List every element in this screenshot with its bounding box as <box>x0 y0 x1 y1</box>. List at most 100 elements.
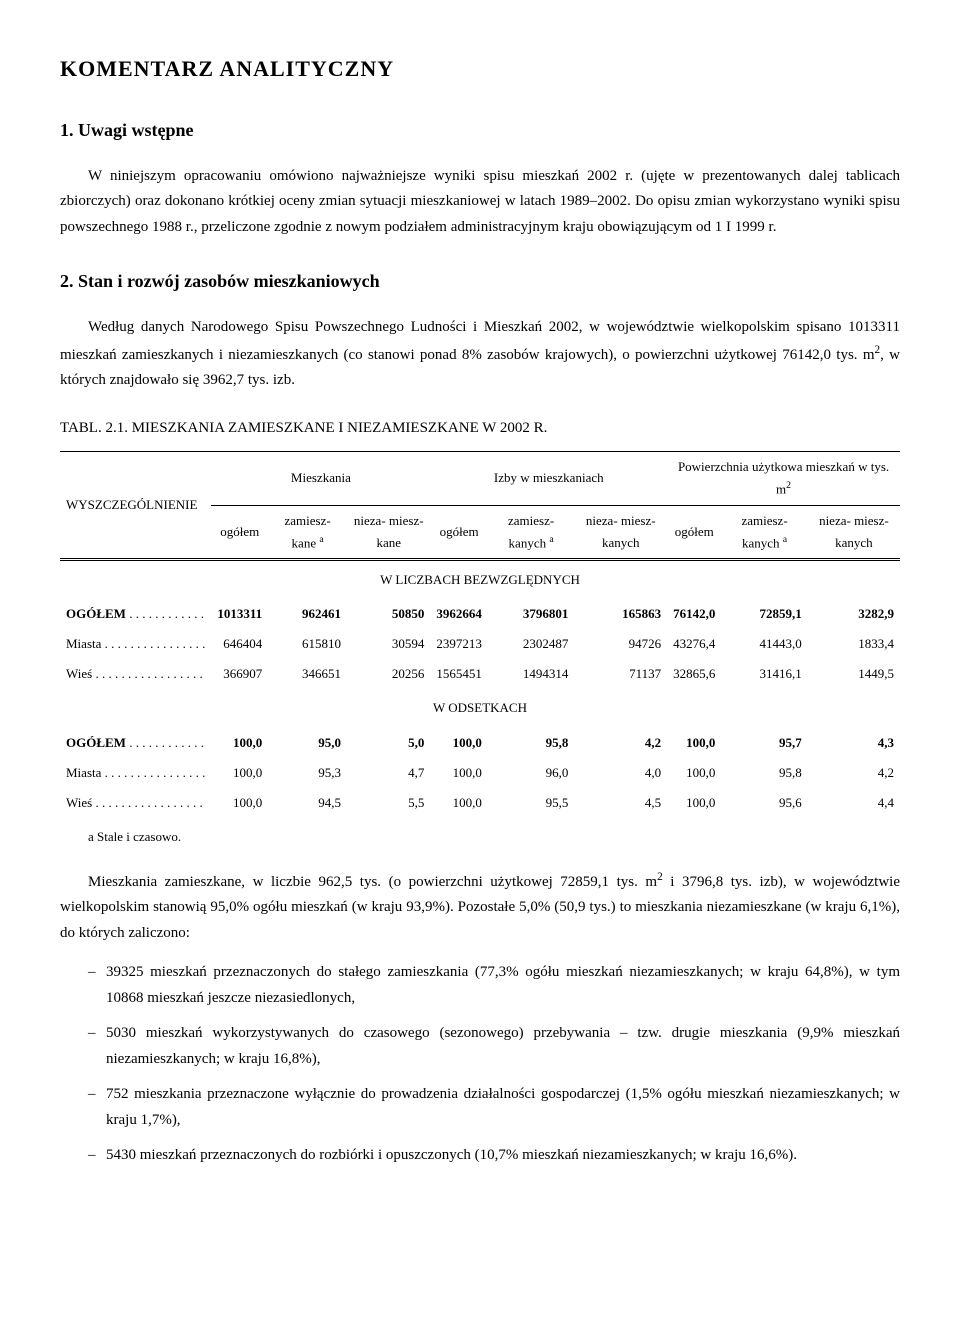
cell: 76142,0 <box>667 599 721 629</box>
table-row: OGÓŁEM . . . . . . . . . . . .100,095,05… <box>60 728 900 758</box>
cell: 95,8 <box>721 758 807 788</box>
table-2-1-label: TABL. 2.1. MIESZKANIA ZAMIESZKANE I NIEZ… <box>60 416 900 442</box>
cell: 3962664 <box>430 599 488 629</box>
cell: 100,0 <box>667 758 721 788</box>
cell: 4,0 <box>574 758 667 788</box>
cell: 3796801 <box>488 599 574 629</box>
cell: 71137 <box>574 659 667 689</box>
row-label: Wieś . . . . . . . . . . . . . . . . . <box>60 659 211 689</box>
col-sub: nieza- miesz- kanych <box>808 505 900 560</box>
section-1-heading: 1. Uwagi wstępne <box>60 115 900 146</box>
cell: 95,6 <box>721 788 807 818</box>
cell: 1494314 <box>488 659 574 689</box>
section-2-paragraph: Według danych Narodowego Spisu Powszechn… <box>60 315 900 394</box>
cell: 94,5 <box>268 788 347 818</box>
cell: 646404 <box>211 629 268 659</box>
cell: 366907 <box>211 659 268 689</box>
col-sub: ogółem <box>211 505 268 560</box>
superscript-2: 2 <box>786 480 791 491</box>
cell: 50850 <box>347 599 430 629</box>
cell: 100,0 <box>430 728 488 758</box>
paragraph-after-table: Mieszkania zamieszkane, w liczbie 962,5 … <box>60 868 900 947</box>
cell: 30594 <box>347 629 430 659</box>
list-item: 5030 mieszkań wykorzystywanych do czasow… <box>88 1021 900 1072</box>
col-group-izby: Izby w mieszkaniach <box>430 452 667 506</box>
table-row: Wieś . . . . . . . . . . . . . . . . .36… <box>60 659 900 689</box>
list-item: 39325 mieszkań przeznaczonych do stałego… <box>88 960 900 1011</box>
cell: 20256 <box>347 659 430 689</box>
dash-list: 39325 mieszkań przeznaczonych do stałego… <box>60 960 900 1169</box>
col-group-mieszkania: Mieszkania <box>211 452 430 506</box>
col-sub: ogółem <box>667 505 721 560</box>
text-span: Powierzchnia użytkowa mieszkań w tys. m <box>678 459 889 496</box>
col-sub: nieza- miesz- kanych <box>574 505 667 560</box>
superscript-a: a <box>783 534 787 545</box>
row-label: OGÓŁEM . . . . . . . . . . . . <box>60 599 211 629</box>
cell: 165863 <box>574 599 667 629</box>
cell: 4,2 <box>574 728 667 758</box>
cell: 43276,4 <box>667 629 721 659</box>
col-sub: ogółem <box>430 505 488 560</box>
text-span: zamiesz- kanych <box>508 513 554 550</box>
row-label: Miasta . . . . . . . . . . . . . . . . <box>60 758 211 788</box>
table-mid-heading: W LICZBACH BEZWZGLĘDNYCH <box>60 560 900 600</box>
section-1-paragraph: W niniejszym opracowaniu omówiono najważ… <box>60 164 900 241</box>
table-row: Miasta . . . . . . . . . . . . . . . .10… <box>60 758 900 788</box>
cell: 95,7 <box>721 728 807 758</box>
cell: 4,5 <box>574 788 667 818</box>
section-2-heading: 2. Stan i rozwój zasobów mieszkaniowych <box>60 266 900 297</box>
table-mid-heading: W ODSETKACH <box>60 689 900 727</box>
cell: 1565451 <box>430 659 488 689</box>
cell: 100,0 <box>211 758 268 788</box>
cell: 72859,1 <box>721 599 807 629</box>
cell: 100,0 <box>211 788 268 818</box>
cell: 4,7 <box>347 758 430 788</box>
table-footnote: a Stale i czasowo. <box>88 826 900 848</box>
cell: 1449,5 <box>808 659 900 689</box>
cell: 96,0 <box>488 758 574 788</box>
table-row: Wieś . . . . . . . . . . . . . . . . .10… <box>60 788 900 818</box>
cell: 615810 <box>268 629 347 659</box>
col-group-powierzchnia: Powierzchnia użytkowa mieszkań w tys. m2 <box>667 452 900 506</box>
col-sub: zamiesz- kanych a <box>488 505 574 560</box>
table-2-1: WYSZCZEGÓLNIENIE Mieszkania Izby w miesz… <box>60 451 900 818</box>
col-sub: nieza- miesz- kane <box>347 505 430 560</box>
row-label: Miasta . . . . . . . . . . . . . . . . <box>60 629 211 659</box>
cell: 100,0 <box>667 728 721 758</box>
superscript-a: a <box>549 534 553 545</box>
cell: 1833,4 <box>808 629 900 659</box>
table-row: OGÓŁEM . . . . . . . . . . . .1013311962… <box>60 599 900 629</box>
col-stub: WYSZCZEGÓLNIENIE <box>60 452 211 560</box>
cell: 100,0 <box>430 758 488 788</box>
cell: 31416,1 <box>721 659 807 689</box>
cell: 41443,0 <box>721 629 807 659</box>
cell: 5,5 <box>347 788 430 818</box>
text-span: Według danych Narodowego Spisu Powszechn… <box>60 319 900 363</box>
cell: 94726 <box>574 629 667 659</box>
row-label: Wieś . . . . . . . . . . . . . . . . . <box>60 788 211 818</box>
text-span: zamiesz- kanych <box>741 513 787 550</box>
list-item: 752 mieszkania przeznaczone wyłącznie do… <box>88 1082 900 1133</box>
cell: 95,5 <box>488 788 574 818</box>
cell: 4,2 <box>808 758 900 788</box>
row-label: OGÓŁEM . . . . . . . . . . . . <box>60 728 211 758</box>
cell: 3282,9 <box>808 599 900 629</box>
cell: 2302487 <box>488 629 574 659</box>
cell: 1013311 <box>211 599 268 629</box>
cell: 95,8 <box>488 728 574 758</box>
cell: 4,4 <box>808 788 900 818</box>
cell: 100,0 <box>667 788 721 818</box>
cell: 100,0 <box>430 788 488 818</box>
cell: 95,0 <box>268 728 347 758</box>
cell: 95,3 <box>268 758 347 788</box>
cell: 2397213 <box>430 629 488 659</box>
list-item: 5430 mieszkań przeznaczonych do rozbiórk… <box>88 1143 900 1169</box>
table-row: Miasta . . . . . . . . . . . . . . . .64… <box>60 629 900 659</box>
cell: 100,0 <box>211 728 268 758</box>
col-sub: zamiesz- kanych a <box>721 505 807 560</box>
text-span: Mieszkania zamieszkane, w liczbie 962,5 … <box>88 874 657 890</box>
col-sub: zamiesz- kane a <box>268 505 347 560</box>
cell: 4,3 <box>808 728 900 758</box>
cell: 962461 <box>268 599 347 629</box>
cell: 346651 <box>268 659 347 689</box>
